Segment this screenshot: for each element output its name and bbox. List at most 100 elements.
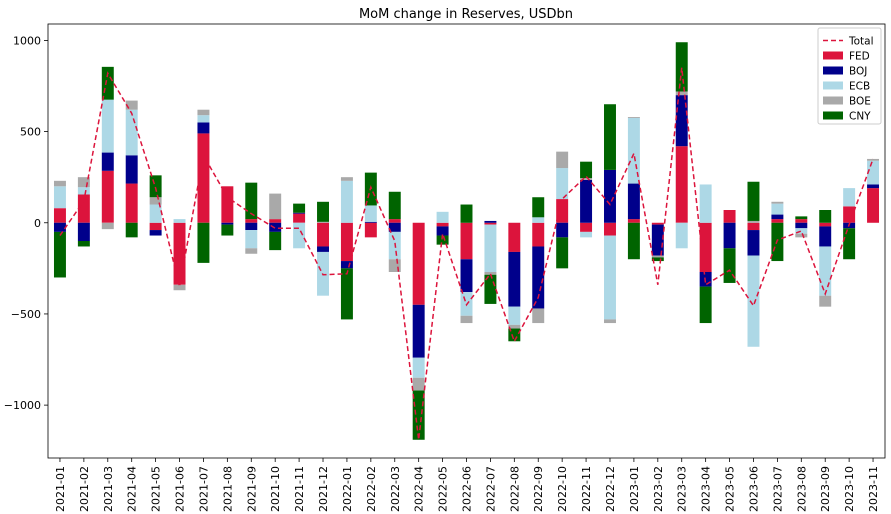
x-tick-label: 2023-09 bbox=[819, 466, 832, 512]
bar-ecb-2021-03 bbox=[101, 99, 114, 153]
bar-cny-2021-09 bbox=[245, 182, 258, 220]
x-tick-label: 2022-02 bbox=[365, 466, 378, 512]
legend-label-boe: BOE bbox=[849, 96, 871, 108]
bar-cny-2021-01 bbox=[53, 231, 66, 278]
bar-fed-2023-10 bbox=[843, 206, 856, 223]
bar-ecb-2021-01 bbox=[53, 186, 66, 209]
x-tick-label: 2022-01 bbox=[341, 466, 354, 512]
bar-boe-2022-01 bbox=[340, 177, 353, 181]
bars-layer bbox=[53, 42, 880, 440]
x-tick-label: 2023-01 bbox=[628, 466, 641, 512]
x-tick-label: 2023-06 bbox=[747, 466, 760, 512]
bar-boj-2022-02 bbox=[364, 221, 377, 223]
x-tick-label: 2022-05 bbox=[437, 466, 450, 512]
x-tick-label: 2022-04 bbox=[413, 466, 426, 512]
bar-cny-2022-06 bbox=[460, 204, 473, 223]
y-tick-label: 0 bbox=[34, 217, 41, 230]
x-tick-label: 2022-06 bbox=[461, 466, 474, 512]
bar-cny-2023-03 bbox=[675, 42, 688, 92]
bar-fed-2022-11 bbox=[580, 222, 593, 232]
bar-ecb-2021-07 bbox=[197, 115, 210, 123]
bar-ecb-2021-04 bbox=[125, 109, 138, 156]
bar-boj-2022-05 bbox=[436, 226, 449, 236]
bar-fed-2021-04 bbox=[125, 183, 138, 223]
bar-ecb-2022-07 bbox=[484, 224, 497, 272]
bar-cny-2022-01 bbox=[340, 268, 353, 320]
x-tick-label: 2021-02 bbox=[78, 466, 91, 512]
bar-ecb-2021-09 bbox=[245, 230, 258, 249]
bar-boe-2021-06 bbox=[173, 284, 186, 291]
total-line-layer bbox=[59, 67, 874, 440]
bar-boe-2021-03 bbox=[101, 222, 114, 230]
bar-cny-2023-06 bbox=[747, 181, 760, 221]
x-tick-label: 2021-06 bbox=[174, 466, 187, 512]
bar-boe-2021-01 bbox=[53, 180, 66, 187]
bar-fed-2022-08 bbox=[508, 222, 521, 252]
total-line bbox=[59, 67, 874, 440]
bar-boj-2021-03 bbox=[101, 152, 114, 171]
bar-boe-2021-12 bbox=[317, 221, 329, 223]
bar-cny-2022-11 bbox=[580, 161, 593, 179]
bar-cny-2021-10 bbox=[269, 231, 282, 251]
bar-boj-2023-07 bbox=[771, 214, 784, 220]
legend-label-fed: FED bbox=[849, 51, 870, 63]
legend-swatch-cny bbox=[823, 111, 843, 120]
bar-cny-2021-11 bbox=[293, 203, 306, 213]
bar-boj-2022-06 bbox=[460, 259, 473, 293]
bar-ecb-2022-01 bbox=[340, 180, 353, 223]
bar-cny-2021-03 bbox=[101, 66, 114, 100]
bar-fed-2023-05 bbox=[723, 210, 736, 223]
bar-fed-2021-06 bbox=[173, 222, 186, 285]
bar-ecb-2023-03 bbox=[675, 222, 688, 249]
bar-boj-2021-04 bbox=[125, 155, 138, 184]
bar-fed-2021-02 bbox=[77, 194, 90, 223]
bar-boj-2021-10 bbox=[269, 222, 282, 232]
bar-boj-2023-01 bbox=[627, 183, 640, 220]
bar-cny-2021-08 bbox=[221, 224, 234, 236]
x-tick-label: 2022-08 bbox=[508, 466, 521, 512]
bar-ecb-2023-11 bbox=[867, 160, 880, 185]
x-tick-label: 2023-08 bbox=[795, 466, 808, 512]
y-tick-label: 500 bbox=[20, 126, 41, 139]
bar-boe-2021-09 bbox=[245, 248, 258, 254]
bar-fed-2022-04 bbox=[412, 222, 425, 305]
bar-boj-2022-09 bbox=[532, 246, 545, 309]
x-tick-label: 2021-12 bbox=[317, 466, 330, 512]
bar-boe-2021-02 bbox=[77, 177, 90, 188]
x-tick-label: 2023-04 bbox=[700, 466, 713, 512]
x-tick-label: 2021-08 bbox=[221, 466, 234, 512]
bar-fed-2021-12 bbox=[317, 222, 329, 247]
bar-ecb-2023-10 bbox=[843, 188, 856, 207]
bar-boj-2023-11 bbox=[867, 184, 880, 189]
bar-cny-2021-05 bbox=[149, 175, 162, 198]
bar-cny-2022-12 bbox=[604, 104, 616, 170]
bar-cny-2021-12 bbox=[317, 201, 329, 222]
bar-fed-2022-01 bbox=[340, 222, 353, 262]
bar-boj-2022-01 bbox=[340, 261, 353, 269]
x-tick-label: 2022-07 bbox=[484, 466, 497, 512]
legend-label-cny: CNY bbox=[849, 111, 871, 123]
bar-boj-2023-08 bbox=[795, 222, 808, 229]
bar-fed-2022-02 bbox=[364, 222, 377, 238]
x-tick-label: 2022-03 bbox=[389, 466, 402, 512]
bar-fed-2022-06 bbox=[460, 222, 473, 260]
x-tick-label: 2022-09 bbox=[532, 466, 545, 512]
bar-boj-2023-09 bbox=[819, 226, 832, 247]
x-tick-label: 2023-02 bbox=[652, 466, 665, 512]
bar-boj-2022-12 bbox=[604, 169, 616, 223]
bar-cny-2023-05 bbox=[723, 248, 736, 283]
bar-ecb-2022-08 bbox=[508, 306, 521, 325]
bar-boe-2022-06 bbox=[460, 315, 473, 324]
bar-fed-2023-09 bbox=[819, 222, 832, 227]
bar-boe-2021-04 bbox=[125, 100, 138, 110]
x-tick-label: 2022-11 bbox=[580, 466, 593, 512]
bar-boj-2021-02 bbox=[77, 222, 90, 241]
x-tick-label: 2021-03 bbox=[102, 466, 115, 512]
y-tick-label: −1000 bbox=[4, 399, 41, 412]
bar-fed-2021-11 bbox=[293, 213, 306, 223]
bar-boe-2023-03 bbox=[675, 91, 688, 96]
bar-ecb-2023-04 bbox=[699, 184, 712, 223]
bar-fed-2022-05 bbox=[436, 222, 449, 227]
bar-boj-2022-10 bbox=[556, 222, 569, 238]
